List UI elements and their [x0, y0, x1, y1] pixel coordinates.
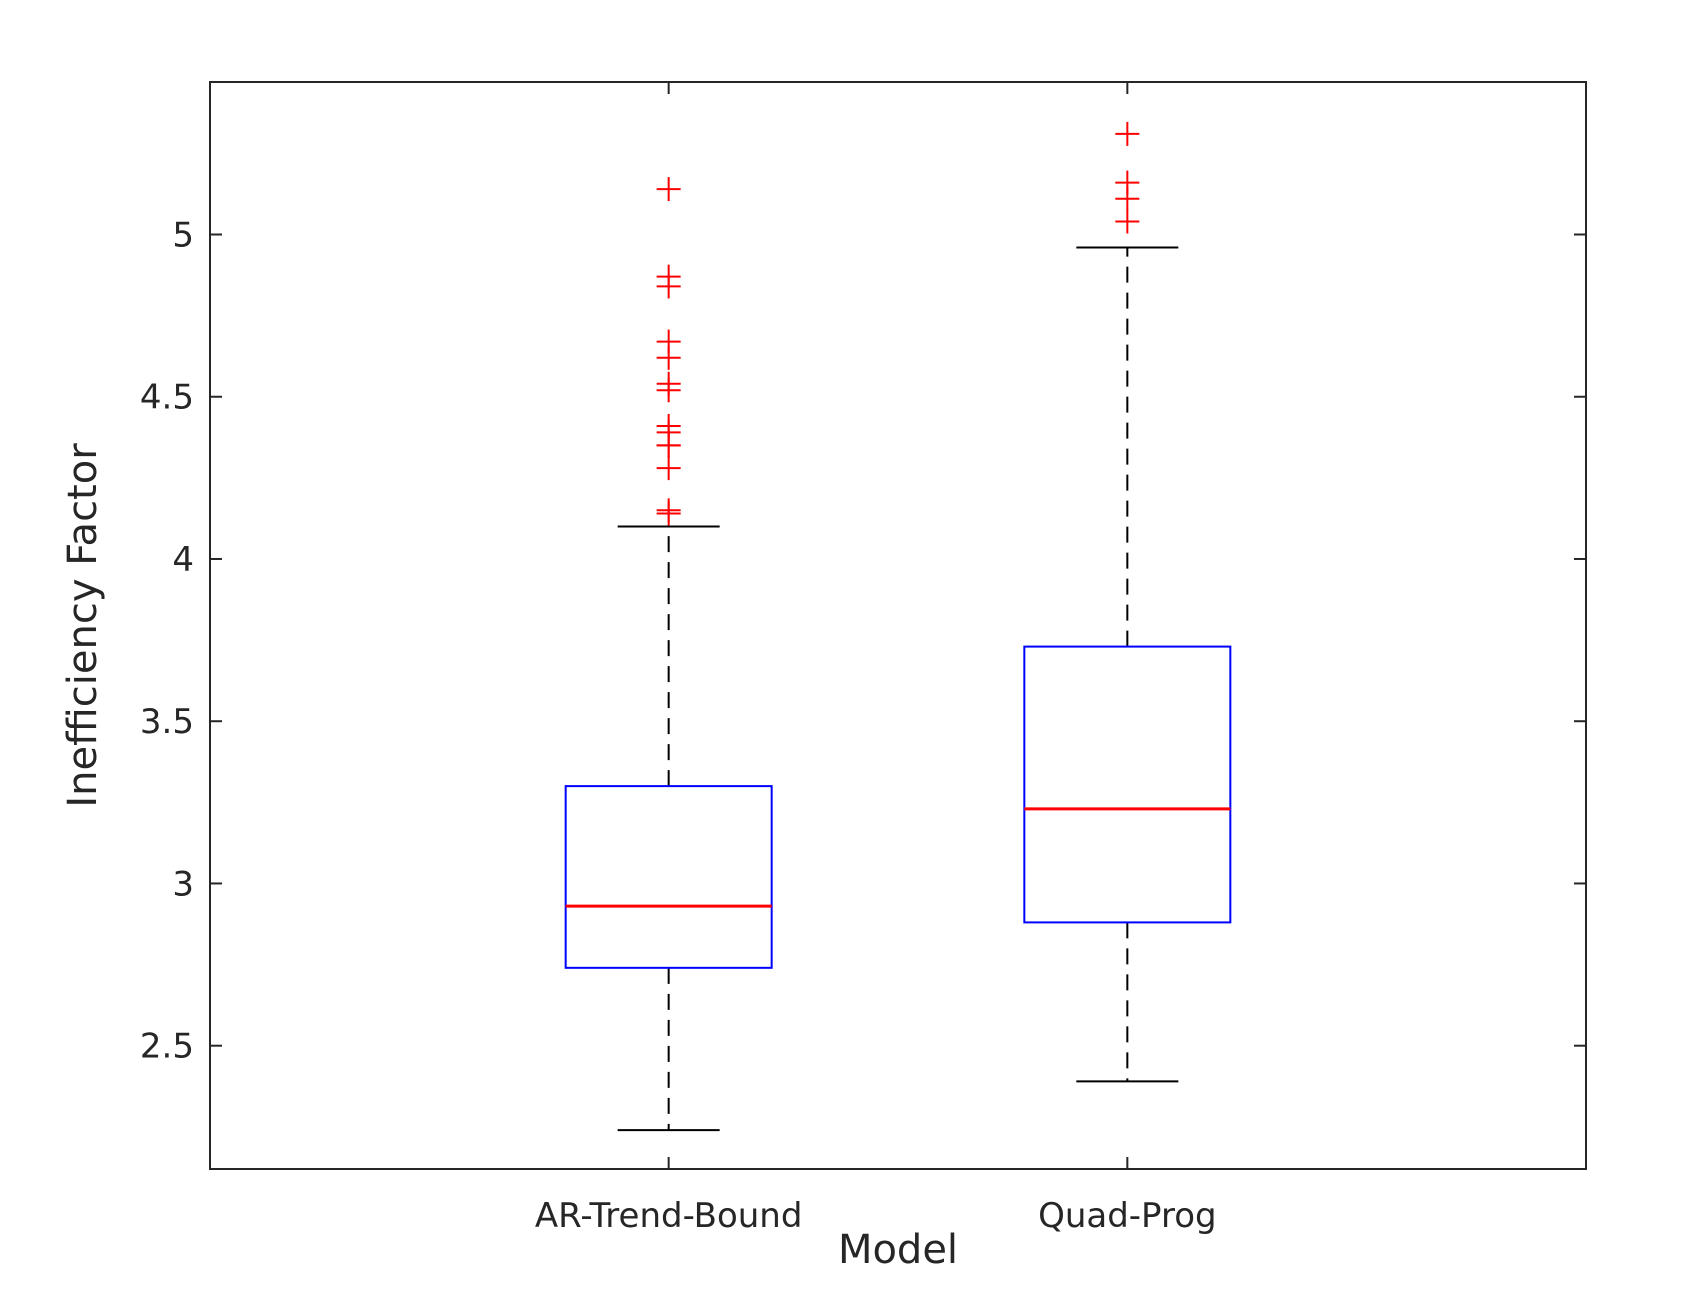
x-tick-label: Quad-Prog: [1038, 1196, 1217, 1236]
outlier-marker: [656, 329, 681, 354]
y-tick-label: 3.5: [140, 702, 194, 742]
outlier-marker: [1115, 121, 1140, 146]
outlier-marker: [1115, 170, 1140, 195]
iqr-box: [564, 785, 773, 969]
y-axis-label: Inefficiency Factor: [60, 443, 106, 808]
y-tick-label: 3: [172, 864, 194, 904]
outlier-marker: [656, 456, 681, 481]
y-tick-label: 4: [172, 540, 194, 580]
y-axis-ticks: 2.5 3 3.5 4 4.5 5: [140, 216, 1586, 1067]
outlier-marker: [656, 413, 681, 438]
x-tick-label: AR-Trend-Bound: [535, 1196, 803, 1236]
plot-content: [564, 121, 1232, 1132]
outlier-marker: [1115, 209, 1140, 234]
x-axis-ticks: AR-Trend-Bound Quad-Prog: [535, 82, 1217, 1236]
y-tick-label: 5: [172, 216, 194, 256]
axes-frame: [209, 81, 1587, 1170]
iqr-box: [1023, 645, 1232, 924]
y-tick-label: 2.5: [140, 1027, 194, 1067]
x-axis-label: Model: [838, 1227, 958, 1273]
box-group: [1023, 121, 1232, 1083]
box-group: [564, 177, 773, 1132]
outlier-marker: [656, 177, 681, 202]
outlier-marker: [656, 498, 681, 523]
outlier-marker: [656, 264, 681, 289]
y-tick-label: 4.5: [140, 378, 194, 418]
outlier-marker: [656, 371, 681, 396]
